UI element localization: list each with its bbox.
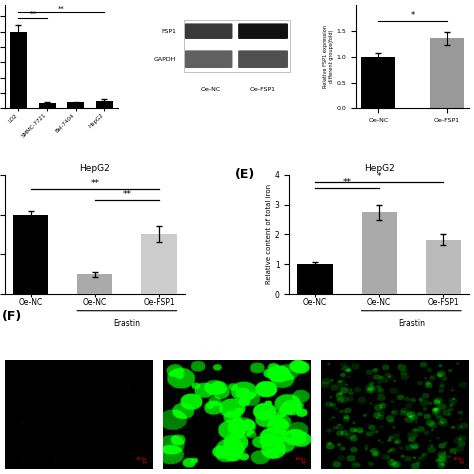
Text: Oe-NC: Oe-NC (201, 87, 221, 92)
Text: (F): (F) (2, 310, 23, 323)
Text: *: * (410, 11, 415, 20)
FancyBboxPatch shape (185, 50, 232, 68)
Text: 100μ
M: 100μ M (136, 457, 147, 465)
Bar (184, 20, 290, 72)
Text: Oe-FSP1: Oe-FSP1 (250, 87, 276, 92)
FancyBboxPatch shape (238, 50, 288, 68)
Text: FSP1: FSP1 (161, 29, 176, 34)
Bar (38, 103, 55, 109)
Bar (430, 38, 464, 109)
Text: 100μ
M: 100μ M (452, 457, 464, 465)
Y-axis label: Relative FSP1 expression
different groups(fold): Relative FSP1 expression different group… (323, 25, 334, 88)
Bar (297, 264, 333, 294)
Bar (141, 235, 177, 294)
Text: **: ** (343, 178, 352, 187)
Bar (10, 32, 27, 109)
Bar (77, 274, 112, 294)
Text: (E): (E) (235, 168, 255, 181)
Text: **: ** (90, 179, 99, 188)
Text: **: ** (122, 190, 131, 199)
Y-axis label: Relative content of total iron: Relative content of total iron (266, 184, 272, 284)
Text: **: ** (29, 11, 36, 17)
Title: HepG2: HepG2 (79, 164, 110, 173)
Bar (67, 102, 84, 109)
Bar (426, 240, 461, 294)
Text: **: ** (58, 6, 65, 12)
FancyBboxPatch shape (238, 23, 288, 39)
Text: *: * (377, 172, 382, 181)
Text: Erastin: Erastin (113, 319, 140, 328)
Bar (13, 215, 48, 294)
FancyBboxPatch shape (185, 23, 232, 39)
Bar (96, 101, 113, 109)
Title: HepG2: HepG2 (364, 164, 395, 173)
Bar (362, 212, 397, 294)
Bar (361, 56, 395, 109)
Text: 100μ
M: 100μ M (294, 457, 305, 465)
Text: GAPDH: GAPDH (154, 57, 176, 62)
Text: Erastin: Erastin (398, 319, 425, 328)
